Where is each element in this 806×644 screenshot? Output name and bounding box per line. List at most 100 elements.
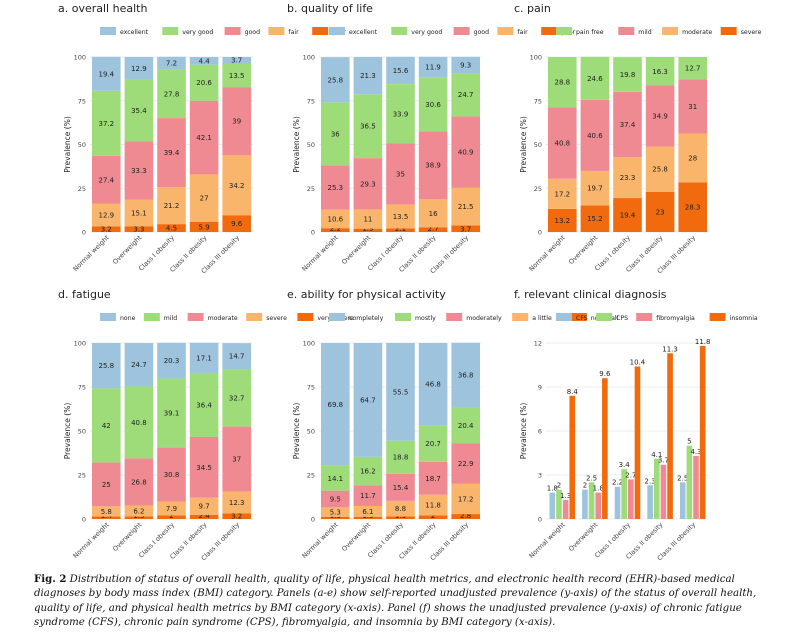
data-label-poor: 2.2	[330, 225, 341, 233]
bar-segment-not-at-all	[353, 516, 383, 519]
y-tick-label: 100	[530, 54, 542, 62]
data-label-moderately: 15.4	[393, 484, 409, 492]
data-label-good: 25.3	[328, 184, 344, 192]
data-label-mild: 40.8	[555, 140, 571, 148]
bar-segment-fair	[353, 209, 383, 229]
data-label-moderate: 37	[232, 456, 241, 464]
bar-segment-a-little	[321, 507, 350, 517]
data-label-moderate: 26.8	[131, 478, 147, 486]
bar-segment-severe	[613, 198, 642, 232]
bar-segment-pain-free	[678, 57, 707, 80]
data-label-fair: 21.5	[458, 203, 474, 211]
data-label-fair: 12.9	[99, 212, 115, 220]
bar-segment-excellent	[92, 56, 121, 91]
bar-segment-very-severe	[92, 516, 121, 519]
bar-segment-mild	[678, 79, 707, 134]
legend-swatch-mild	[618, 27, 635, 35]
bar-segment-mild	[548, 107, 577, 179]
legend-label-fair: fair	[288, 29, 299, 36]
legend-label-excellent: excellent	[120, 29, 149, 36]
bar-segment-a-little	[451, 483, 480, 515]
legend-label-good: good	[474, 29, 489, 36]
data-label-pain-free: 28.8	[555, 79, 571, 87]
data-label-cps: 5	[687, 438, 691, 446]
bar-segment-fair	[451, 187, 480, 226]
data-label-excellent: 7.2	[166, 60, 177, 68]
legend-swatch-mild	[143, 313, 160, 321]
bar-segment-excellent	[353, 57, 383, 95]
data-label-a-little: 11.8	[425, 502, 441, 510]
bar-segment-mild	[92, 388, 121, 463]
bar-insomnia	[667, 353, 673, 519]
data-label-a-little: 6.1	[362, 508, 373, 516]
data-label-pain-free: 16.3	[652, 68, 668, 76]
bar-segment-moderately	[321, 490, 350, 508]
data-label-excellent: 3.7	[231, 57, 242, 65]
data-label-moderate: 19.7	[587, 185, 603, 193]
data-label-fair: 34.2	[229, 182, 245, 190]
bar-segment-very-good	[418, 77, 448, 132]
bar-segment-not-at-all	[451, 514, 480, 519]
legend-label-pain-free: pain free	[576, 29, 604, 36]
data-label-insomnia: 8.4	[567, 388, 579, 396]
legend-swatch-poor	[312, 27, 329, 35]
y-tick-label: 100	[303, 54, 315, 62]
bar-segment-mild	[189, 372, 219, 437]
y-tick-label: 75	[78, 97, 86, 105]
data-label-severe: 19.4	[620, 212, 636, 220]
bar-segment-poor	[124, 226, 154, 232]
y-tick-label: 25	[78, 185, 86, 193]
data-label-mild: 32.7	[229, 394, 245, 402]
legend-swatch-very-good	[162, 27, 179, 35]
bar-segment-mild	[124, 386, 154, 459]
bar-segment-mostly	[418, 425, 448, 462]
data-label-insomnia: 11.3	[662, 345, 678, 353]
bar-fibromyalgia	[693, 455, 699, 519]
bar-segment-moderate	[613, 157, 642, 199]
bar-segment-mostly	[321, 465, 350, 491]
data-label-poor: 3.3	[133, 226, 144, 234]
data-label-mostly: 18.8	[393, 454, 409, 462]
y-tick-label: 50	[78, 428, 86, 436]
bar-segment-none	[222, 343, 251, 370]
legend-label-completely: completely	[349, 315, 384, 322]
legend-label-cps: CPS	[616, 315, 628, 322]
bar-segment-severe	[580, 205, 610, 232]
bar-segment-excellent	[157, 56, 186, 70]
bar-segment-very-good	[321, 102, 350, 166]
data-label-excellent: 9.3	[460, 61, 471, 69]
x-tick-label: Normal weight	[71, 233, 111, 273]
y-axis-label: Prevalence (%)	[292, 403, 301, 460]
data-label-very-good: 13.5	[229, 72, 245, 80]
data-label-moderate: 25.8	[652, 166, 668, 174]
panel-title: b. quality of life	[287, 2, 373, 15]
bar-segment-pain-free	[645, 57, 675, 86]
bar-segment-none	[189, 342, 219, 373]
bar-segment-moderately	[451, 443, 480, 484]
data-label-severe: 9.7	[199, 503, 210, 511]
bar-segment-mild	[580, 99, 610, 171]
bar-segment-good	[353, 158, 383, 210]
legend-label-a-little: a little	[532, 315, 552, 322]
legend-label-insomnia: insomnia	[730, 315, 758, 322]
bar-segment-poor	[157, 224, 186, 232]
legend-label-excellent: excellent	[349, 29, 378, 36]
data-label-excellent: 12.9	[131, 65, 147, 73]
bar-segment-poor	[386, 228, 415, 232]
legend: pain free mild moderate severe	[556, 27, 762, 36]
y-tick-label: 25	[78, 472, 86, 480]
data-label-poor: 1.9	[362, 225, 373, 233]
legend-swatch-none	[100, 313, 116, 321]
x-tick-label: Normal weight	[300, 233, 340, 273]
bar-insomnia	[569, 395, 576, 519]
caption-label: Fig. 2	[34, 573, 67, 585]
bar-segment-severe	[157, 501, 186, 516]
x-tick-label: Overweight	[111, 233, 144, 266]
bar-segment-a-little	[353, 505, 383, 517]
bar-segment-moderately	[353, 485, 383, 506]
data-label-very-severe: 2	[169, 512, 173, 520]
panel-title: d. fatigue	[58, 288, 111, 301]
legend-swatch-mostly	[395, 313, 411, 321]
bar-segment-very-good	[157, 69, 186, 119]
